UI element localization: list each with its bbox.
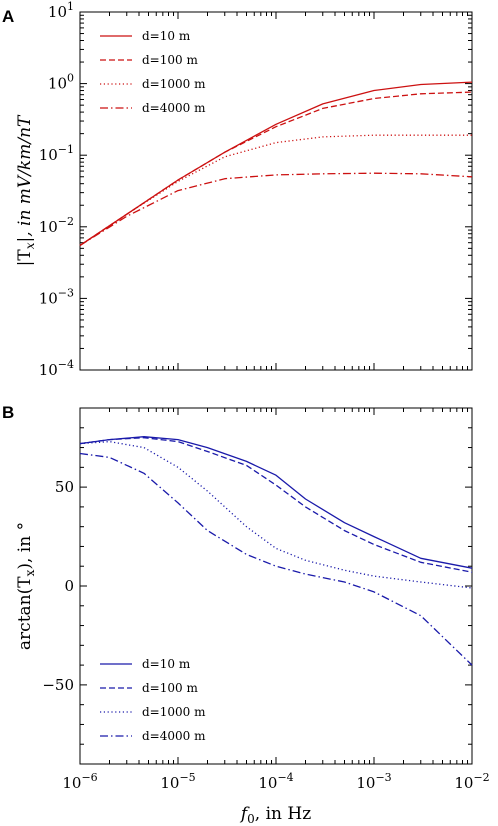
x-tick-label-4-exp: −2 — [473, 771, 489, 784]
y-tick-label-0: 10−4 — [39, 358, 74, 379]
y-tick-label-0-base: 10 — [39, 361, 58, 379]
y-tick-label-0-exp: −4 — [58, 358, 74, 371]
y-tick-label-2-exp: −2 — [58, 215, 74, 228]
x-tick-label-2: 10−4 — [258, 771, 293, 792]
y-tick-label-3: 10−1 — [39, 143, 74, 164]
y-title-sub: x — [23, 569, 37, 576]
x-tick-label-4: 10−2 — [454, 771, 489, 792]
x-tick-label-4-base: 10 — [454, 774, 473, 792]
y-tick-label-1: 10−3 — [39, 286, 74, 307]
y-axis-title: |Tx|, in mV/km/nT — [15, 114, 37, 266]
x-axis-title: f0, in Hz — [239, 804, 311, 826]
legend-label-2: d=100 m — [142, 681, 198, 695]
y-tick-label-2: −50 — [42, 676, 74, 694]
series-line-1 — [79, 81, 473, 246]
x-tick-label-1-base: 10 — [160, 774, 179, 792]
y-title-rest: |, in mV/km/nT — [15, 114, 35, 243]
legend-label-4: d=4000 m — [142, 101, 206, 115]
series-line-1 — [79, 436, 473, 569]
x-tick-label-1-exp: −5 — [179, 771, 195, 784]
y-title-part: |T — [15, 249, 35, 267]
y-tick-label-5-base: 10 — [48, 3, 67, 21]
y-tick-label-0: 50 — [55, 478, 74, 496]
y-tick-label-3-base: 10 — [39, 146, 58, 164]
series-line-2 — [79, 437, 473, 573]
legend-label-4: d=4000 m — [142, 729, 206, 743]
plot-frame — [79, 11, 473, 371]
y-tick-label-2-base: −50 — [42, 676, 74, 694]
y-tick-label-1: 0 — [64, 577, 74, 595]
panel-b-label: B — [2, 403, 14, 422]
x-tick-label-2-base: 10 — [258, 774, 277, 792]
y-tick-label-1-base: 10 — [39, 289, 58, 307]
x-tick-label-2-exp: −4 — [277, 771, 293, 784]
x-title-part: f — [239, 804, 250, 824]
y-tick-label-4-base: 10 — [48, 75, 67, 93]
x-title-sub: 0 — [247, 812, 255, 826]
x-tick-label-0-exp: −6 — [81, 771, 97, 784]
series-line-3 — [79, 134, 472, 246]
x-tick-label-3-base: 10 — [356, 774, 375, 792]
legend-label-3: d=1000 m — [142, 705, 206, 719]
y-tick-label-3-exp: −1 — [58, 143, 74, 156]
y-axis-title: arctan(Tx), in ° — [15, 522, 37, 650]
x-tick-label-3-exp: −3 — [375, 771, 391, 784]
x-tick-label-1: 10−5 — [160, 771, 195, 792]
legend-label-1: d=10 m — [142, 29, 191, 43]
y-tick-label-4-exp: 0 — [67, 72, 74, 85]
y-tick-label-0-base: 50 — [55, 478, 74, 496]
legend-label-3: d=1000 m — [142, 77, 206, 91]
y-tick-label-5-exp: 1 — [67, 0, 74, 13]
y-tick-label-2: 10−2 — [39, 215, 74, 236]
legend-label-2: d=100 m — [142, 53, 198, 67]
x-tick-label-0: 10−6 — [62, 771, 97, 792]
series-line-4 — [79, 172, 473, 246]
legend-label-1: d=10 m — [142, 657, 191, 671]
panel-a-label: A — [2, 7, 14, 26]
y-tick-label-4: 100 — [48, 72, 74, 93]
plot-frame — [79, 407, 473, 765]
y-tick-label-1-base: 0 — [64, 577, 74, 595]
y-tick-label-5: 101 — [48, 0, 74, 21]
x-tick-label-0-base: 10 — [62, 774, 81, 792]
y-title-rest: ), in ° — [15, 522, 35, 570]
y-title-part: arctan(T — [15, 576, 35, 650]
x-title-rest: , in Hz — [255, 804, 311, 824]
x-tick-label-3: 10−3 — [356, 771, 391, 792]
series-line-3 — [79, 440, 473, 589]
y-tick-label-2-base: 10 — [39, 218, 58, 236]
y-tick-label-1-exp: −3 — [58, 286, 74, 299]
y-title-sub: x — [23, 242, 37, 249]
series-line-2 — [79, 91, 473, 246]
